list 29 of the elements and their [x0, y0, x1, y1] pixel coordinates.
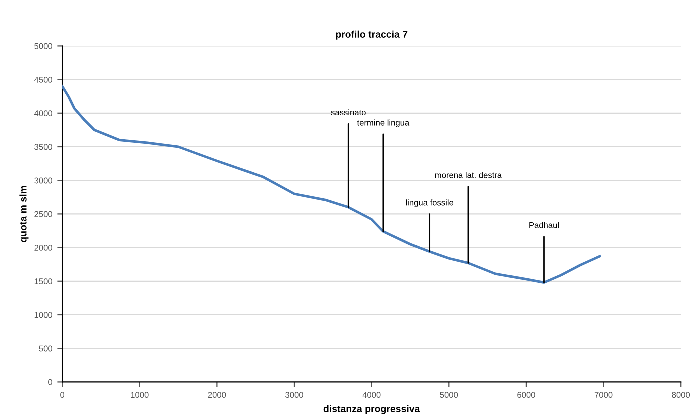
y-axis-title: quota m slm	[20, 186, 29, 242]
line-series	[62, 85, 602, 284]
chart-title: profilo traccia 7	[336, 30, 408, 40]
x-tick-label: 1000	[131, 392, 149, 398]
annotation: termine lingua	[357, 120, 410, 128]
annotation: lingua fossile	[406, 200, 454, 208]
x-axis-title: distanza progressiva	[324, 405, 420, 414]
x-tick-label: 7000	[594, 392, 613, 398]
annotation: sassinato	[331, 109, 366, 116]
y-tick-label: 2000	[34, 245, 53, 251]
y-tick-label: 0	[48, 379, 52, 386]
x-tick-label: 4000	[362, 392, 381, 398]
x-tick-label: 2000	[208, 392, 226, 398]
x-tick-label: 0	[60, 392, 65, 398]
y-tick-label: 4500	[34, 77, 53, 83]
x-tick-label: 6000	[518, 392, 536, 398]
annotation: Padhaul	[530, 222, 559, 228]
y-tick-label: 3500	[34, 144, 53, 150]
x-tick-label: 3000	[286, 392, 304, 398]
y-tick-label: 5000	[34, 43, 53, 50]
y-tick-label: 1000	[34, 312, 53, 318]
x-tick-label: 5000	[440, 392, 458, 398]
y-tick-label: 3000	[34, 178, 53, 184]
y-tick-label: 1500	[34, 278, 53, 284]
y-tick-label: 4000	[34, 110, 53, 116]
annotation: morena lat. destra	[435, 172, 502, 178]
y-tick-label: 500	[39, 346, 53, 352]
x-tick-label: 8000	[672, 392, 690, 398]
y-tick-label: 2500	[34, 211, 53, 218]
